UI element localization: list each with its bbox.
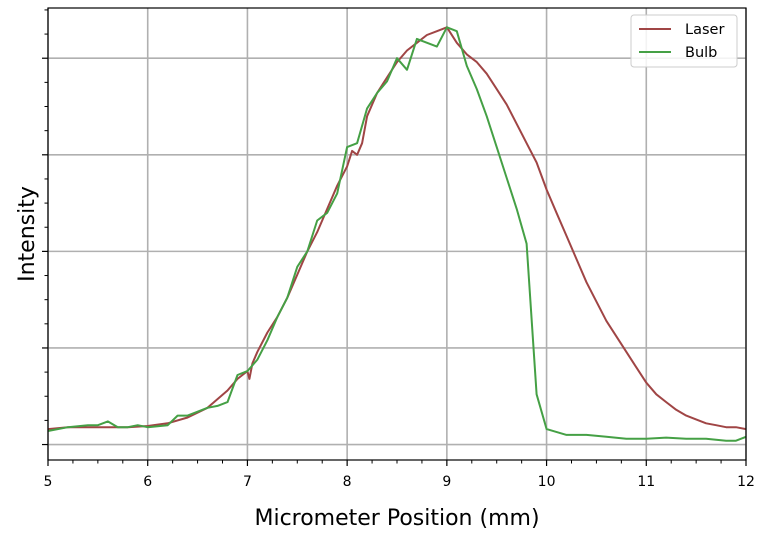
x-tick-label: 10 <box>538 474 556 490</box>
x-tick-label: 12 <box>737 474 755 490</box>
y-axis-label: Intensity <box>15 186 40 282</box>
legend: Laser Bulb <box>630 14 738 68</box>
x-tick-label: 8 <box>343 474 352 490</box>
x-tick-label: 5 <box>44 474 53 490</box>
x-tick-label: 11 <box>637 474 655 490</box>
series-line-bulb <box>47 26 747 442</box>
series-lines <box>47 26 747 442</box>
legend-label-laser: Laser <box>685 22 724 38</box>
x-axis-label: Micrometer Position (mm) <box>254 506 539 531</box>
ticks: 5 6 7 8 9 10 11 12 <box>42 9 755 490</box>
x-tick-label: 9 <box>442 474 451 490</box>
x-tick-label: 7 <box>243 474 252 490</box>
legend-label-bulb: Bulb <box>685 45 717 61</box>
x-tick-label: 6 <box>143 474 152 490</box>
